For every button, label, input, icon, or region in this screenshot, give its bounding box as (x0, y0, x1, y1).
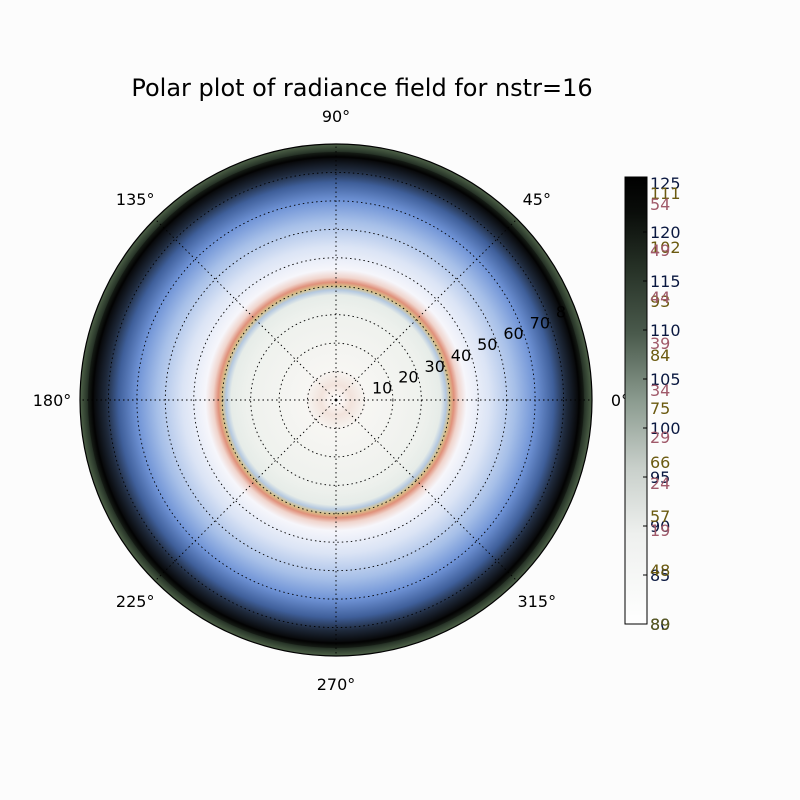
colorbar-overlay-label: 44 (650, 288, 670, 307)
grid-circle (193, 257, 479, 543)
grid-circle (107, 171, 565, 629)
grid-circle (278, 342, 394, 458)
colorbar-overlay-label: 93 (650, 292, 670, 311)
colorbar-overlay-label: 89 (650, 615, 670, 634)
radial-tick-label: 8 (556, 302, 566, 321)
radial-tick-label: 30 (425, 357, 445, 376)
colorbar-fill (624, 176, 648, 625)
colorbar-tick-label: 120 (650, 223, 681, 242)
colorbar-tick-label: 115 (650, 272, 681, 291)
colorbar-tick-label: 125 (650, 174, 681, 193)
colorbar-overlay-label: 102 (650, 238, 681, 257)
angle-tick-label: 315° (518, 592, 557, 611)
angle-tick-label: 225° (116, 592, 155, 611)
radial-tick-labels: 10 20 30 40 50 60 70 8 (372, 302, 566, 397)
radial-tick-label: 60 (503, 324, 523, 343)
colorbar-tick-label: 110 (650, 321, 681, 340)
colorbar-overlay-label: 24 (650, 474, 670, 493)
radial-tick-label: 40 (451, 346, 471, 365)
colorbar-tick-label: 80 (650, 615, 670, 634)
angle-tick-label: 45° (523, 190, 551, 209)
angle-tick-label: 270° (317, 675, 356, 694)
polar-grid (80, 144, 592, 656)
colorbar-overlay-label: 75 (650, 399, 670, 418)
grid-circle (221, 285, 451, 515)
colorbar-tick-label: 90 (650, 517, 670, 536)
colorbar: 80 85 90 95 100 105 110 115 120 125 89 48 57 66 75 84 93… (624, 174, 681, 634)
colorbar-tick-label: 105 (650, 370, 681, 389)
colorbar-overlay-label: 34 (650, 381, 670, 400)
colorbar-tick-label: 100 (650, 419, 681, 438)
angle-tick-label: 135° (116, 190, 155, 209)
colorbar-overlay-label: 48 (650, 561, 670, 580)
radial-tick-label: 50 (477, 335, 497, 354)
colorbar-overlay-label: 54 (650, 195, 670, 214)
colorbar-tick-label: 85 (650, 566, 670, 585)
radial-tick-label: 20 (398, 368, 418, 387)
colorbar-overlay-label: 84 (650, 346, 670, 365)
polar-axes: 0°45°90°135°180°225°270°315° 10203040506… (33, 107, 629, 694)
chart-title: Polar plot of radiance field for nstr=16 (131, 74, 593, 102)
grid-circle (250, 314, 422, 486)
colorbar-overlay-label: 111 (650, 184, 681, 203)
grid-circle (307, 371, 365, 429)
colorbar-overlay-label: 49 (650, 241, 670, 260)
colorbar-overlay-label: 29 (650, 428, 670, 447)
colorbar-overlay-label: 19 (650, 521, 670, 540)
radial-tick-label: 70 (530, 313, 550, 332)
colorbar-overlay-label: 39 (650, 334, 670, 353)
polar-frame (79, 143, 593, 657)
grid-circle (136, 200, 536, 600)
grid-circle (164, 228, 508, 572)
colorbar-tick-label: 95 (650, 468, 670, 487)
radial-tick-label: 10 (372, 379, 392, 398)
colorbar-overlay-label: 66 (650, 453, 670, 472)
angle-tick-label: 180° (33, 391, 72, 410)
colorbar-overlay-label: 57 (650, 507, 670, 526)
field-dark-band (88, 152, 584, 648)
angle-tick-label: 90° (322, 107, 350, 126)
colorbar-ticks: 80 85 90 95 100 105 110 115 120 125 89 48 57 66 75 84 93… (643, 174, 681, 634)
